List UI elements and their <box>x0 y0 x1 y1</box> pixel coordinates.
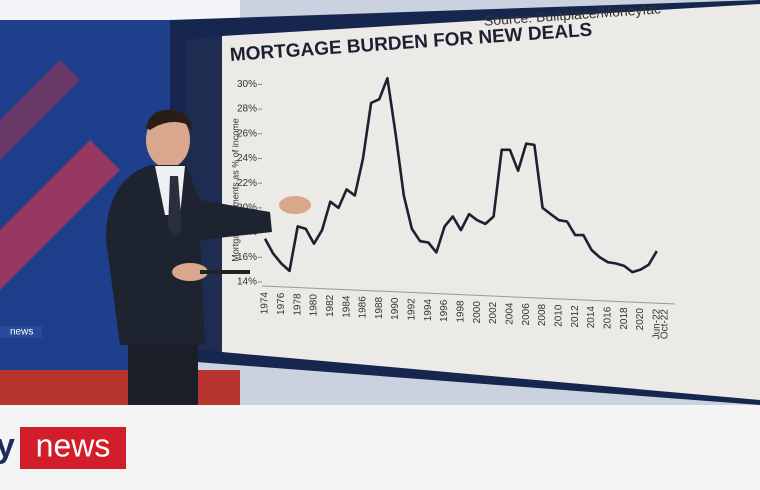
hair <box>146 109 192 132</box>
x-tick-label: 1990 <box>390 297 401 320</box>
large-logo: news <box>36 427 111 463</box>
y-tick-label: 14% <box>237 277 257 288</box>
large-logo-prefix: y <box>0 427 15 465</box>
x-tick-label: 1988 <box>374 296 385 319</box>
x-tick-label: 1996 <box>439 299 450 322</box>
x-tick-label: 1986 <box>358 296 369 319</box>
x-tick-label: Jun-22 <box>651 308 662 339</box>
x-tick-label: 2002 <box>488 301 499 324</box>
x-tick-label: 1980 <box>309 294 320 317</box>
tie <box>168 176 182 236</box>
x-tick-label: 1978 <box>292 293 303 316</box>
x-tick-label: 2000 <box>472 301 483 324</box>
x-tick-label: 1992 <box>407 298 418 321</box>
y-tick-label: 26% <box>237 128 257 139</box>
x-tick-label: 2020 <box>635 308 646 331</box>
x-tick-label: 1998 <box>456 300 467 323</box>
screen-stripe <box>0 60 80 160</box>
x-tick-label: 2006 <box>521 303 532 326</box>
x-axis <box>261 285 676 305</box>
x-tick-label: 1984 <box>341 295 352 318</box>
x-tick-label: 1982 <box>325 294 336 317</box>
lower-band <box>0 405 760 490</box>
legs <box>128 345 198 405</box>
y-tick-label: 20% <box>237 203 257 214</box>
hand <box>279 196 311 214</box>
y-tick-label: 30% <box>237 79 257 90</box>
presenter <box>106 109 311 405</box>
data-line <box>263 76 658 274</box>
y-tick-label: 28% <box>237 104 257 115</box>
x-tick-label: 2014 <box>586 306 597 329</box>
x-tick-label: 1976 <box>276 292 287 315</box>
x-tick-label: 2012 <box>570 305 581 328</box>
y-tick-label: 16% <box>237 252 257 263</box>
ceiling-light <box>0 0 240 20</box>
hand <box>172 263 208 281</box>
y-tick-label: 24% <box>237 153 257 164</box>
x-tick-label: Oct-22 <box>660 309 671 339</box>
small-logo-bg <box>0 326 42 338</box>
x-tick-label: 2004 <box>505 302 516 325</box>
x-tick-label: 2016 <box>602 306 613 329</box>
x-tick-label: 2010 <box>554 304 565 327</box>
large-logo-bg <box>20 427 126 469</box>
x-tick-label: 2008 <box>537 303 548 326</box>
small-logo: news <box>10 327 33 338</box>
floor-red <box>0 370 240 405</box>
x-tick-label: 1974 <box>260 292 271 315</box>
x-tick-label: 2018 <box>619 307 630 330</box>
x-tick-label: 1994 <box>423 299 434 322</box>
chart-panel <box>222 4 760 400</box>
suit <box>106 165 272 345</box>
screen-stripe <box>0 140 120 290</box>
y-tick-label: 22% <box>237 178 257 189</box>
tablet <box>200 270 250 274</box>
y-axis-label: Mortgage payments as % of income <box>230 118 240 262</box>
